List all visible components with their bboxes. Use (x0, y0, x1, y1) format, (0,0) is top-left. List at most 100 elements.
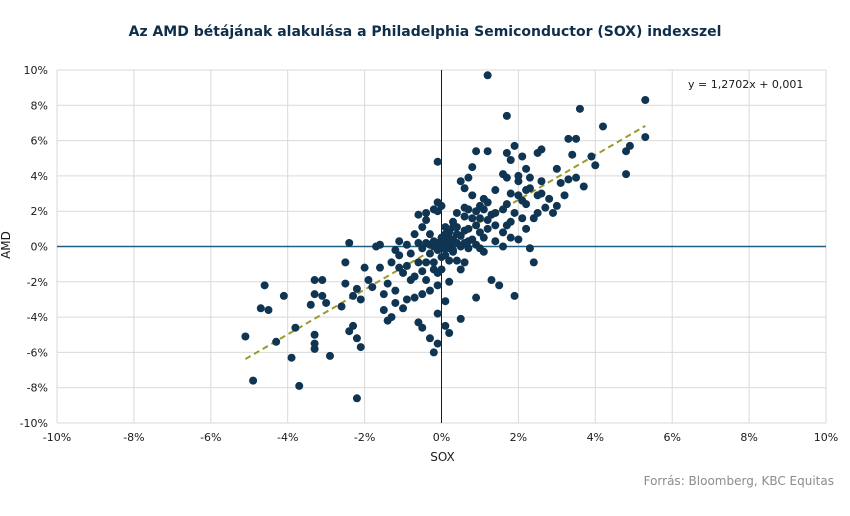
data-point (425, 249, 434, 258)
y-tick-label: -8% (27, 382, 48, 395)
data-point (572, 134, 581, 143)
data-point (433, 281, 442, 290)
data-point (425, 230, 434, 239)
data-point (460, 212, 469, 221)
data-point (518, 152, 527, 161)
data-point (552, 201, 561, 210)
x-tick-label: -8% (123, 431, 144, 444)
data-point (414, 258, 423, 267)
data-point (452, 256, 461, 265)
data-point (364, 276, 373, 285)
data-point (395, 251, 404, 260)
chart-title: Az AMD bétájának alakulása a Philadelphi… (128, 24, 722, 40)
data-point (452, 208, 461, 217)
data-point (341, 279, 350, 288)
data-point (564, 175, 573, 184)
x-tick-label: 0% (433, 431, 450, 444)
data-point (387, 313, 396, 322)
data-point (379, 290, 388, 299)
x-tick-label: 10% (814, 431, 838, 444)
data-point (422, 208, 431, 217)
data-point (479, 233, 488, 242)
data-point (422, 258, 431, 267)
data-point (356, 295, 365, 304)
data-point (464, 205, 473, 214)
data-point (414, 210, 423, 219)
data-point (502, 173, 511, 182)
data-point (545, 194, 554, 203)
data-point (445, 256, 454, 265)
data-point (437, 265, 446, 274)
data-point (375, 240, 384, 249)
data-point (560, 191, 569, 200)
data-point (349, 291, 358, 300)
data-point (418, 223, 427, 232)
data-point (502, 111, 511, 120)
data-point (506, 156, 515, 165)
data-point (456, 314, 465, 323)
data-point (318, 291, 327, 300)
source-note: Forrás: Bloomberg, KBC Equitas (643, 474, 834, 488)
data-point (256, 304, 265, 313)
data-point (241, 332, 250, 341)
data-point (310, 290, 319, 299)
data-point (287, 353, 296, 362)
data-point (349, 321, 358, 330)
data-point (575, 104, 584, 113)
data-point (572, 173, 581, 182)
data-point (499, 242, 508, 251)
data-point (295, 381, 304, 390)
data-point (537, 145, 546, 154)
data-point (445, 277, 454, 286)
data-point (368, 283, 377, 292)
data-point (487, 276, 496, 285)
data-point (445, 328, 454, 337)
x-tick-label: -6% (200, 431, 221, 444)
data-point (449, 247, 458, 256)
data-point (468, 163, 477, 172)
data-point (502, 148, 511, 157)
data-point (387, 258, 396, 267)
data-point (510, 141, 519, 150)
data-point (310, 276, 319, 285)
data-point (591, 161, 600, 170)
data-point (641, 133, 650, 142)
data-point (456, 265, 465, 274)
data-point (460, 258, 469, 267)
y-tick-label: 6% (31, 135, 48, 148)
data-point (491, 237, 500, 246)
data-point (391, 286, 400, 295)
data-point (468, 214, 477, 223)
data-point (579, 182, 588, 191)
y-tick-label: -2% (27, 276, 48, 289)
data-point (537, 189, 546, 198)
data-point (395, 237, 404, 246)
data-point (472, 221, 481, 230)
data-point (272, 337, 281, 346)
x-tick-label: -10% (43, 431, 71, 444)
data-point (622, 170, 631, 179)
x-tick-label: 6% (663, 431, 680, 444)
data-point (506, 233, 515, 242)
data-point (525, 244, 534, 253)
data-point (552, 164, 561, 173)
data-point (360, 263, 369, 272)
x-tick-label: -4% (277, 431, 298, 444)
data-point (418, 290, 427, 299)
data-point (464, 244, 473, 253)
x-axis-label: SOX (430, 450, 455, 464)
data-point (264, 306, 273, 315)
y-tick-label: 8% (31, 99, 48, 112)
tick-labels: -10% -8% -6% -4% -2% 0% 2% 4% 6% 8% 10% 10% 8% 6% 4% 2%… (20, 64, 839, 444)
x-tick-label: 4% (587, 431, 604, 444)
data-point (479, 205, 488, 214)
data-point (418, 267, 427, 276)
data-point (468, 191, 477, 200)
data-point (491, 208, 500, 217)
data-point (391, 298, 400, 307)
data-point (249, 376, 258, 385)
y-tick-label: 2% (31, 205, 48, 218)
data-point (279, 291, 288, 300)
regression-equation: y = 1,2702x + 0,001 (688, 78, 804, 91)
